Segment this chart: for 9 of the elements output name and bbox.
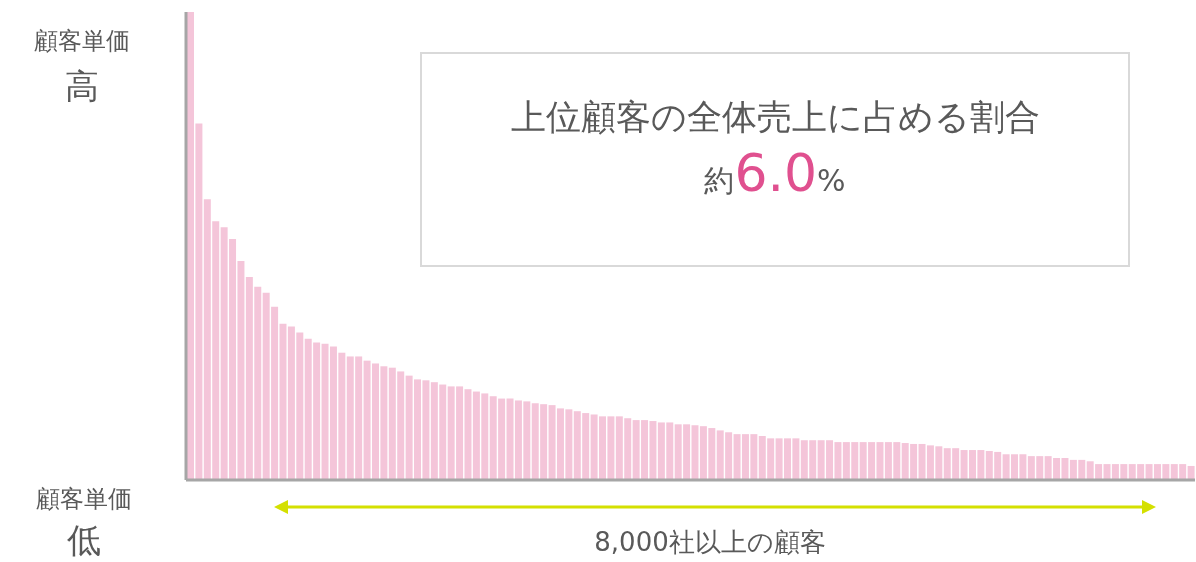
text-box-frame: 上位顧客の全体売上に占める割合 約6.0% bbox=[420, 52, 1130, 267]
text: 低 bbox=[66, 520, 102, 560]
bar bbox=[1187, 465, 1195, 480]
text: 顧客単価 bbox=[35, 485, 133, 513]
text: 顧客単価 bbox=[33, 27, 131, 55]
text: 高 bbox=[64, 66, 100, 106]
text: 上位顧客の全体売上に占める割合 bbox=[509, 96, 1041, 139]
text: 約6.0% bbox=[704, 143, 846, 203]
x-axis-title: 8,000社以上の顧客 bbox=[593, 527, 827, 557]
